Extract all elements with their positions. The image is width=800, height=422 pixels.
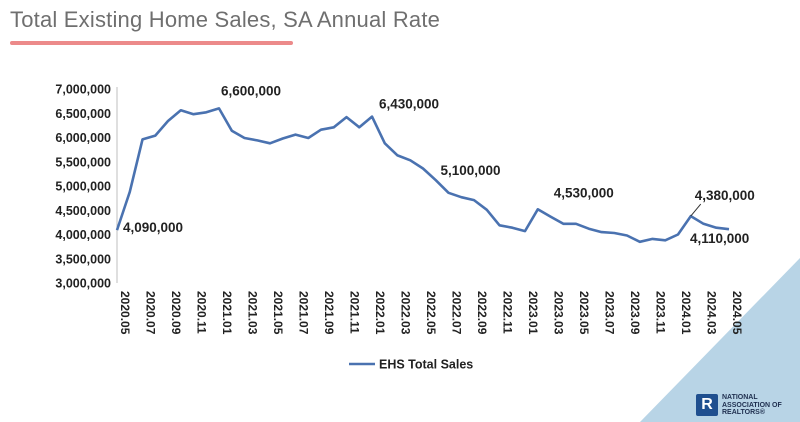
data-label: 4,380,000 — [695, 188, 755, 203]
x-tick-label: 2022.05 — [424, 291, 438, 335]
x-tick-label: 2022.11 — [501, 291, 515, 334]
page-title: Total Existing Home Sales, SA Annual Rat… — [10, 7, 441, 32]
x-tick-label: 2021.01 — [220, 291, 234, 335]
y-tick-label: 5,500,000 — [55, 155, 111, 169]
x-tick-label: 2023.11 — [654, 291, 668, 334]
data-label: 4,530,000 — [554, 185, 614, 200]
y-tick-label: 6,500,000 — [55, 107, 111, 121]
y-tick-label: 3,500,000 — [55, 252, 111, 266]
x-tick-label: 2021.07 — [297, 291, 311, 335]
y-tick-label: 4,000,000 — [55, 228, 111, 242]
nar-logo: R NATIONAL ASSOCIATION OF REALTORS® — [696, 394, 782, 417]
x-tick-label: 2021.03 — [246, 291, 260, 335]
x-tick-label: 2024.03 — [705, 291, 719, 335]
x-tick-label: 2023.09 — [628, 291, 642, 335]
x-tick-label: 2020.05 — [118, 291, 132, 335]
x-tick-label: 2020.11 — [195, 291, 209, 334]
logo-line-1: NATIONAL — [722, 394, 758, 401]
x-tick-label: 2020.07 — [144, 291, 158, 335]
x-tick-label: 2022.09 — [475, 291, 489, 335]
x-tick-label: 2023.07 — [603, 291, 617, 335]
data-label: 4,090,000 — [123, 220, 183, 235]
x-tick-label: 2022.07 — [450, 291, 464, 335]
data-label: 5,100,000 — [441, 163, 501, 178]
y-tick-label: 3,000,000 — [55, 277, 111, 291]
y-tick-label: 4,500,000 — [55, 204, 111, 218]
y-tick-label: 6,000,000 — [55, 131, 111, 145]
x-tick-label: 2022.03 — [399, 291, 413, 335]
data-label: 6,600,000 — [221, 83, 281, 98]
logo-line-3: REALTORS® — [722, 409, 766, 416]
x-tick-label: 2023.01 — [526, 291, 540, 335]
x-tick-label: 2023.05 — [577, 291, 591, 335]
legend-label: EHS Total Sales — [379, 358, 473, 372]
x-tick-label: 2020.09 — [169, 291, 183, 335]
logo-line-2: ASSOCIATION OF — [722, 401, 782, 409]
x-tick-label: 2021.09 — [322, 291, 336, 335]
x-tick-label: 2022.01 — [373, 291, 387, 335]
x-tick-label: 2021.11 — [348, 291, 362, 334]
y-tick-label: 7,000,000 — [55, 83, 111, 97]
annotation-leader-line — [690, 203, 702, 217]
y-tick-label: 5,000,000 — [55, 180, 111, 194]
x-tick-label: 2024.05 — [730, 291, 744, 335]
logo-text: NATIONAL ASSOCIATION OF REALTORS® — [722, 394, 782, 417]
data-label: 6,430,000 — [379, 97, 439, 112]
title-underline — [10, 41, 293, 45]
realtor-r-icon: R — [696, 394, 718, 417]
x-tick-label: 2024.01 — [679, 291, 693, 335]
series-line-ehs-total-sales — [115, 107, 730, 244]
x-tick-label: 2021.05 — [271, 291, 285, 335]
x-tick-label: 2023.03 — [552, 291, 566, 335]
data-label: 4,110,000 — [690, 231, 749, 246]
